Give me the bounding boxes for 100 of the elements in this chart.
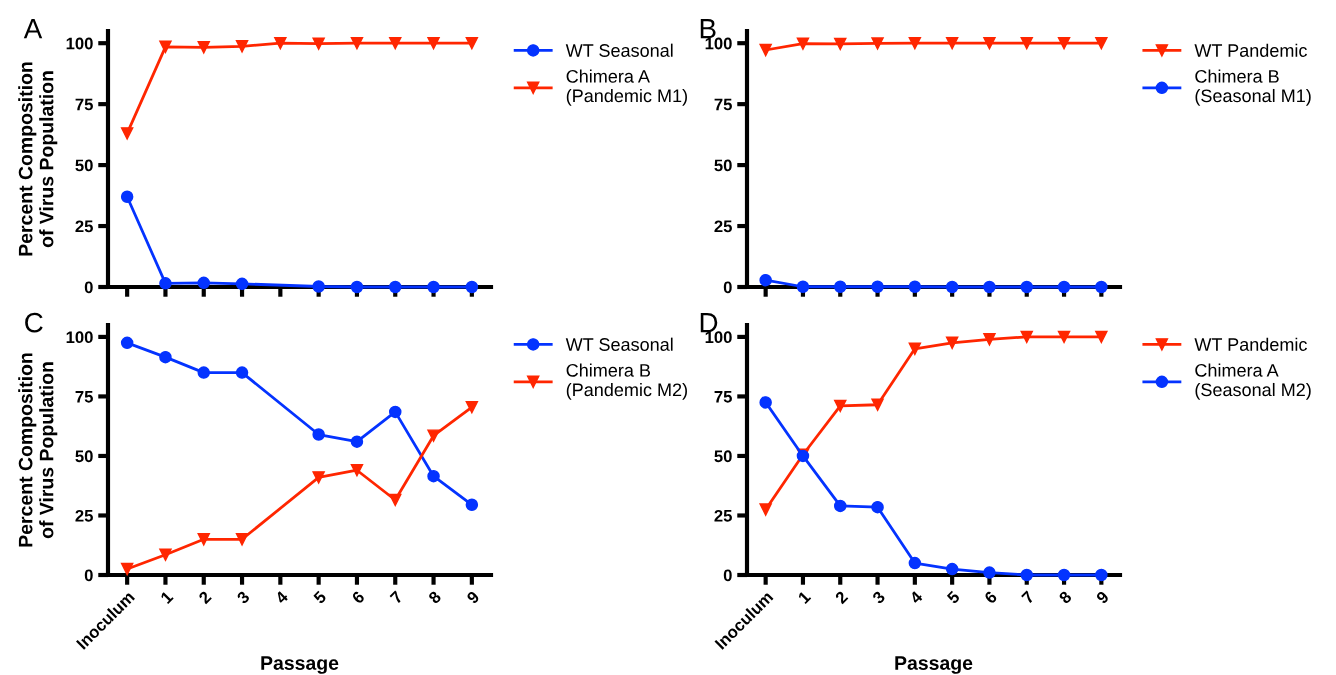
x-tick-label: 8 (1058, 590, 1073, 605)
point (159, 277, 172, 290)
y-tick-label: 0 (723, 569, 732, 582)
point (945, 280, 959, 294)
point (908, 342, 922, 356)
chart-title: A (23, 19, 43, 39)
point (945, 562, 959, 576)
point (350, 280, 364, 294)
point (945, 336, 959, 350)
x-tick-label: 8 (427, 590, 442, 605)
point (197, 533, 211, 546)
point (120, 127, 134, 140)
point (388, 493, 402, 507)
x-tick-label: 7 (389, 590, 404, 605)
point (274, 36, 287, 50)
x-tick-label: 6 (351, 590, 366, 605)
x-axis-title: Passage (895, 656, 973, 674)
legend-label: WT Pandemic (1194, 337, 1307, 351)
point (197, 41, 211, 54)
point (1095, 280, 1108, 294)
point (388, 36, 402, 50)
y-axis-title: Percent Composition of Virus Population (18, 62, 58, 256)
point (120, 190, 134, 204)
point (796, 280, 810, 294)
y-tick-label: 75 (714, 98, 732, 111)
x-tick-label: 1 (797, 590, 812, 604)
x-tick-label: 9 (1095, 590, 1110, 605)
x-tick-label: 9 (466, 590, 481, 605)
point (1057, 280, 1071, 294)
point (312, 37, 325, 50)
x-tick-label: 5 (312, 590, 327, 605)
point (1020, 280, 1034, 294)
point (312, 428, 325, 441)
point (350, 435, 364, 448)
y-tick-label: 25 (714, 509, 732, 522)
legend-label: Chimera B (Seasonal M1) (1195, 69, 1311, 106)
x-tick-label: 6 (983, 590, 998, 605)
point (312, 471, 325, 484)
chart-title: C (25, 312, 43, 333)
x-tick-label: 3 (871, 590, 886, 605)
x-tick-label: 2 (197, 590, 212, 605)
point (197, 366, 211, 379)
legend-label: Chimera B (Pandemic M2) (566, 363, 687, 400)
y-tick-label: 75 (75, 98, 93, 111)
point (871, 280, 884, 294)
point (350, 36, 364, 50)
y-tick-label: 50 (75, 159, 93, 172)
y-tick-label: 50 (75, 450, 93, 463)
legend-label: Chimera A (Pandemic M1) (566, 69, 687, 106)
point (983, 566, 996, 579)
point (312, 280, 325, 293)
y-tick-label: 100 (66, 37, 93, 50)
point (983, 333, 996, 346)
point (427, 429, 440, 442)
y-tick-label: 50 (714, 450, 732, 463)
point (759, 43, 772, 57)
point (1020, 568, 1034, 582)
point (1095, 36, 1108, 50)
point (908, 36, 922, 50)
point (465, 36, 479, 50)
point (388, 280, 402, 294)
y-tick-label: 0 (84, 281, 93, 294)
point (833, 37, 847, 51)
point (1020, 36, 1034, 50)
x-tick-label: 4 (908, 590, 924, 605)
y-tick-label: 100 (66, 331, 93, 344)
y-tick-label: 25 (75, 509, 93, 522)
point (159, 350, 172, 364)
y-tick-label: 100 (705, 37, 732, 50)
y-tick-label: 75 (75, 391, 93, 403)
point (427, 469, 440, 483)
point (833, 280, 847, 294)
point (759, 396, 772, 409)
x-tick-label: 1 (160, 590, 174, 604)
y-tick-label: 25 (75, 220, 93, 233)
point (983, 280, 996, 294)
point (1057, 330, 1071, 344)
point (908, 556, 922, 570)
point (1057, 568, 1071, 582)
y-axis-title: Percent Composition of Virus Population (18, 353, 58, 547)
x-tick-label: 5 (946, 590, 961, 605)
point (871, 37, 884, 50)
chart-title: B (700, 19, 716, 39)
legend-label: Chimera A (Seasonal M2) (1195, 363, 1311, 400)
point (1095, 330, 1108, 344)
y-tick-label: 100 (705, 331, 732, 344)
legend-label: WT Pandemic (1194, 43, 1307, 57)
point (759, 503, 772, 516)
point (427, 36, 440, 50)
chart-title: D (700, 313, 718, 333)
point (1057, 36, 1071, 50)
legend-label: WT Seasonal (565, 337, 673, 351)
legend-label: WT Seasonal (565, 43, 673, 57)
point (235, 277, 249, 291)
point (350, 463, 364, 477)
point (388, 405, 402, 419)
point (159, 40, 172, 54)
x-axis-title: Passage (261, 656, 339, 674)
point (197, 276, 211, 290)
y-tick-label: 0 (84, 569, 93, 582)
